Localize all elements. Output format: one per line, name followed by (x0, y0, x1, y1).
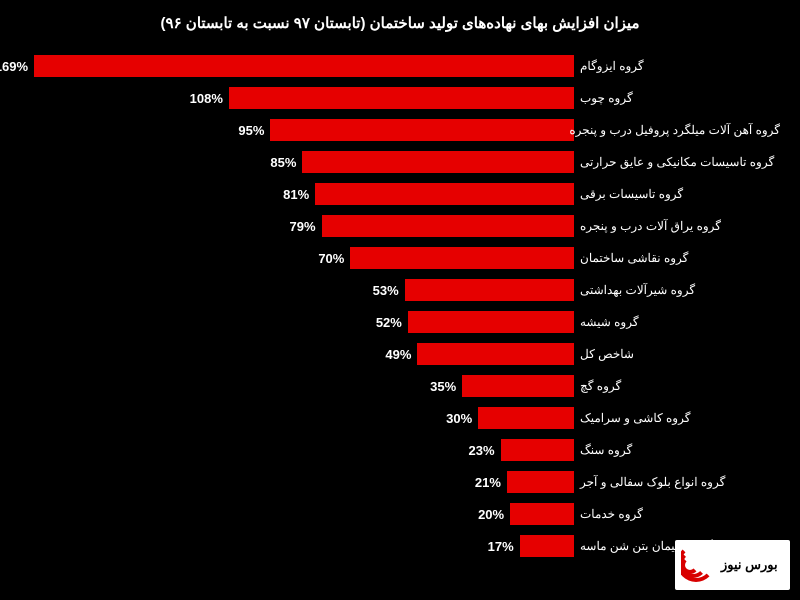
bar-label: گروه چوب (574, 91, 780, 105)
bar-label: گروه ایزوگام (574, 59, 780, 73)
bar-fill (34, 55, 574, 77)
bar-track: 70% (20, 242, 574, 274)
bar-label: گروه آهن آلات میلگرد پروفیل درب و پنجره (574, 123, 780, 137)
bar-row: گروه کاشی و سرامیک 30% (20, 402, 780, 434)
bar-fill (270, 119, 574, 141)
bar-label: گروه شیرآلات بهداشتی (574, 283, 780, 297)
bar-track: 52% (20, 306, 574, 338)
bar-track: 108% (20, 82, 574, 114)
bar-row: گروه چوب 108% (20, 82, 780, 114)
bar-label: گروه شیشه (574, 315, 780, 329)
bar-fill (507, 471, 574, 493)
bar-row: گروه سنگ 23% (20, 434, 780, 466)
bar-row: گروه یراق آلات درب و پنجره 79% (20, 210, 780, 242)
bar-row: گروه تاسیسات مکانیکی و عایق حرارتی 85% (20, 146, 780, 178)
bar-label: گروه انواع بلوک سفالی و آجر (574, 475, 780, 489)
bar-track: 95% (20, 114, 574, 146)
chart-container: میزان افزایش بهای نهاده‌های تولید ساختما… (0, 0, 800, 600)
bar-value: 95% (238, 123, 264, 138)
bar-label: گروه نقاشی ساختمان (574, 251, 780, 265)
bar-track: 169% (0, 50, 574, 82)
bar-fill (520, 535, 574, 557)
bar-value: 108% (190, 91, 223, 106)
bar-row: گروه سیمان بتن شن ماسه17% (20, 530, 780, 562)
bar-value: 53% (373, 283, 399, 298)
bar-label: گروه یراق آلات درب و پنجره (574, 219, 780, 233)
bar-track: 21% (20, 466, 574, 498)
bar-track: 20% (20, 498, 574, 530)
bar-value: 35% (430, 379, 456, 394)
bar-track: 53% (20, 274, 574, 306)
bar-fill (315, 183, 574, 205)
bar-label: شاخص کل (574, 347, 780, 361)
bar-value: 49% (385, 347, 411, 362)
bar-track: 79% (20, 210, 574, 242)
bar-value: 169% (0, 59, 28, 74)
source-logo: بورس نیوز (675, 540, 790, 590)
bar-row: گروه شیشه 52% (20, 306, 780, 338)
bar-fill (229, 87, 574, 109)
bar-track: 35% (20, 370, 574, 402)
bar-label: گروه خدمات (574, 507, 780, 521)
bar-row: گروه آهن آلات میلگرد پروفیل درب و پنجره 9… (20, 114, 780, 146)
chart-title: میزان افزایش بهای نهاده‌های تولید ساختما… (20, 14, 780, 32)
bar-track: 30% (20, 402, 574, 434)
bar-value: 20% (478, 507, 504, 522)
bar-value: 23% (468, 443, 494, 458)
bar-fill (408, 311, 574, 333)
bar-fill (417, 343, 574, 365)
logo-icon (681, 548, 715, 582)
bar-row: گروه شیرآلات بهداشتی 53% (20, 274, 780, 306)
bar-label: گروه سنگ (574, 443, 780, 457)
bar-track: 49% (20, 338, 574, 370)
bar-value: 30% (446, 411, 472, 426)
bar-fill (405, 279, 574, 301)
bar-fill (501, 439, 574, 461)
bar-track: 81% (20, 178, 574, 210)
bar-value: 85% (270, 155, 296, 170)
bar-label: گروه تاسیسات مکانیکی و عایق حرارتی (574, 155, 780, 169)
bar-fill (322, 215, 574, 237)
bar-row: شاخص کل 49% (20, 338, 780, 370)
logo-text: بورس نیوز (721, 557, 778, 573)
bar-fill (510, 503, 574, 525)
bar-label: گروه کاشی و سرامیک (574, 411, 780, 425)
bar-row: گروه خدمات 20% (20, 498, 780, 530)
bar-value: 17% (488, 539, 514, 554)
bar-row: گروه ایزوگام169% (20, 50, 780, 82)
bar-fill (302, 151, 574, 173)
bar-value: 81% (283, 187, 309, 202)
bar-label: گروه گچ (574, 379, 780, 393)
bar-label: گروه تاسیسات برقی (574, 187, 780, 201)
bar-row: گروه گچ 35% (20, 370, 780, 402)
bar-row: گروه نقاشی ساختمان 70% (20, 242, 780, 274)
bar-row: گروه تاسیسات برقی 81% (20, 178, 780, 210)
bar-track: 85% (20, 146, 574, 178)
bar-row: گروه انواع بلوک سفالی و آجر 21% (20, 466, 780, 498)
bar-track: 23% (20, 434, 574, 466)
bar-value: 21% (475, 475, 501, 490)
bar-track: 17% (20, 530, 574, 562)
bar-value: 70% (318, 251, 344, 266)
bar-value: 79% (290, 219, 316, 234)
bar-value: 52% (376, 315, 402, 330)
bar-fill (478, 407, 574, 429)
bar-fill (350, 247, 574, 269)
bar-fill (462, 375, 574, 397)
bars-area: گروه ایزوگام169% گروه چوب 108% گروه آهن آلا… (20, 50, 780, 560)
